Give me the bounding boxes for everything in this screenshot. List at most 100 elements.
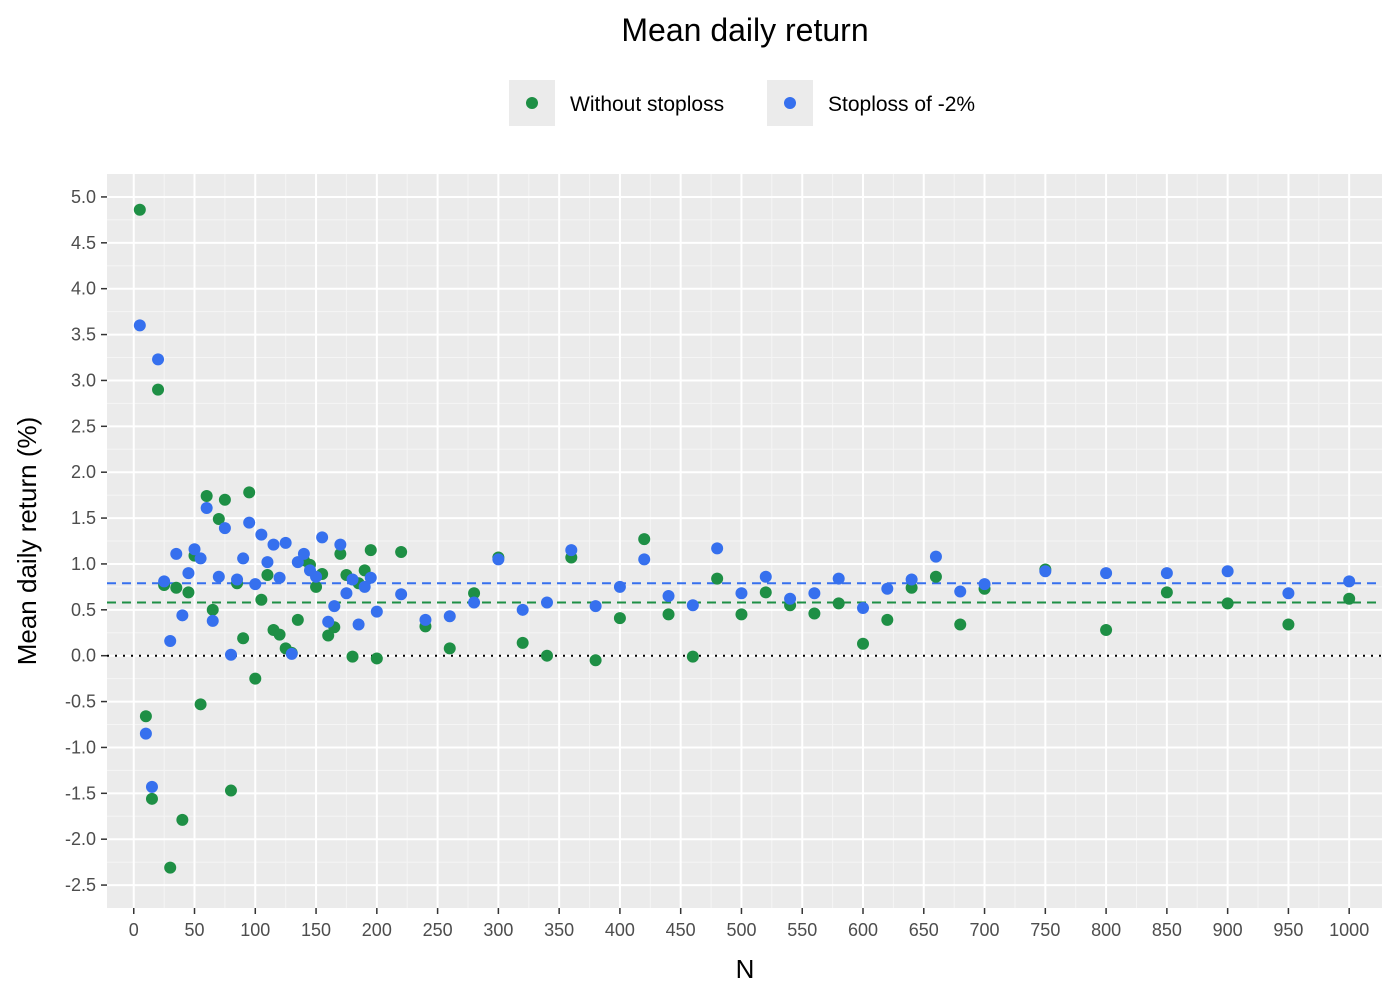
point-series-1 (133, 319, 146, 332)
point-series-1 (218, 522, 231, 535)
point-series-1 (613, 580, 626, 593)
point-series-1 (261, 556, 274, 569)
point-series-0 (152, 383, 165, 396)
point-series-0 (589, 654, 602, 667)
point-series-1 (194, 552, 207, 565)
point-series-0 (1160, 586, 1173, 599)
point-series-0 (200, 490, 213, 503)
legend-key-without-stoploss (526, 97, 538, 109)
point-series-0 (243, 486, 256, 499)
point-series-0 (881, 613, 894, 626)
point-series-1 (929, 550, 942, 563)
point-series-1 (759, 570, 772, 583)
point-series-1 (328, 600, 341, 613)
x-tick-label: 800 (1091, 920, 1121, 940)
point-series-1 (255, 528, 268, 541)
x-tick-label: 100 (240, 920, 270, 940)
chart-title: Mean daily return (621, 12, 868, 48)
point-series-0 (929, 570, 942, 583)
point-series-0 (261, 568, 274, 581)
point-series-1 (662, 590, 675, 603)
minor-gridlines (107, 174, 1382, 908)
point-series-0 (145, 792, 158, 805)
point-series-1 (492, 553, 505, 566)
point-series-1 (346, 573, 359, 586)
point-series-0 (686, 650, 699, 663)
point-series-0 (808, 607, 821, 620)
y-tick-label: 5.0 (71, 187, 96, 207)
point-series-1 (1100, 567, 1113, 580)
point-series-1 (443, 610, 456, 623)
x-tick-label: 900 (1213, 920, 1243, 940)
point-series-0 (1100, 623, 1113, 636)
point-series-0 (516, 636, 529, 649)
x-tick-label: 450 (666, 920, 696, 940)
y-tick-label: 0.5 (71, 600, 96, 620)
point-series-0 (1343, 592, 1356, 605)
x-axis-ticks: 0 50 100 150 200 250 300 350 400 450 500 550 600 650 7… (129, 908, 1369, 940)
legend-label-without-stoploss: Without stoploss (570, 93, 724, 116)
point-series-0 (139, 710, 152, 723)
data-points (133, 203, 1356, 874)
point-series-0 (735, 608, 748, 621)
y-tick-label: 4.5 (71, 233, 96, 253)
y-tick-label: 3.0 (71, 370, 96, 390)
point-series-1 (364, 571, 377, 584)
x-tick-label: 850 (1152, 920, 1182, 940)
point-series-1 (291, 556, 304, 569)
y-tick-label: 0.0 (71, 646, 96, 666)
point-series-0 (334, 547, 347, 560)
y-tick-label: 2.5 (71, 416, 96, 436)
point-series-0 (613, 612, 626, 625)
point-series-1 (237, 552, 250, 565)
point-series-1 (565, 544, 578, 557)
x-tick-label: 650 (909, 920, 939, 940)
point-series-0 (249, 672, 262, 685)
x-tick-label: 600 (848, 920, 878, 940)
y-tick-label: 4.0 (71, 279, 96, 299)
point-series-0 (1282, 618, 1295, 631)
point-series-1 (358, 580, 371, 593)
point-series-1 (1221, 565, 1234, 578)
point-series-0 (176, 813, 189, 826)
x-tick-label: 50 (184, 920, 204, 940)
point-series-0 (170, 581, 183, 594)
y-axis-ticks: -2.5 -2.0 -1.5 -1.0 -0.5 0.0 0.5 1.0 1.5 2.0 2.5 3.… (65, 187, 107, 895)
point-series-0 (662, 608, 675, 621)
point-series-1 (152, 353, 165, 366)
point-series-0 (182, 586, 195, 599)
point-series-1 (832, 572, 845, 585)
point-series-1 (231, 573, 244, 586)
point-series-1 (212, 570, 225, 583)
point-series-1 (1160, 567, 1173, 580)
point-series-1 (1039, 565, 1052, 578)
point-series-1 (540, 596, 553, 609)
point-series-0 (954, 618, 967, 631)
point-series-0 (370, 652, 383, 665)
point-series-1 (686, 599, 699, 612)
point-series-1 (139, 727, 152, 740)
point-series-1 (267, 538, 280, 551)
point-series-0 (759, 586, 772, 599)
point-series-1 (224, 648, 237, 661)
y-tick-label: -2.0 (65, 829, 96, 849)
point-series-1 (145, 780, 158, 793)
point-series-0 (218, 493, 231, 506)
point-series-1 (316, 531, 329, 544)
point-series-0 (164, 861, 177, 874)
point-series-1 (322, 615, 335, 628)
point-series-1 (589, 600, 602, 613)
point-series-0 (310, 580, 323, 593)
point-series-1 (395, 588, 408, 601)
x-tick-label: 0 (129, 920, 139, 940)
point-series-1 (176, 609, 189, 622)
point-series-0 (322, 629, 335, 642)
point-series-1 (638, 553, 651, 566)
point-series-0 (443, 642, 456, 655)
point-series-0 (857, 637, 870, 650)
point-series-1 (784, 592, 797, 605)
y-tick-label: 1.5 (71, 508, 96, 528)
x-tick-label: 350 (544, 920, 574, 940)
point-series-1 (881, 582, 894, 595)
legend: Without stoploss Stoploss of -2% (509, 80, 975, 126)
